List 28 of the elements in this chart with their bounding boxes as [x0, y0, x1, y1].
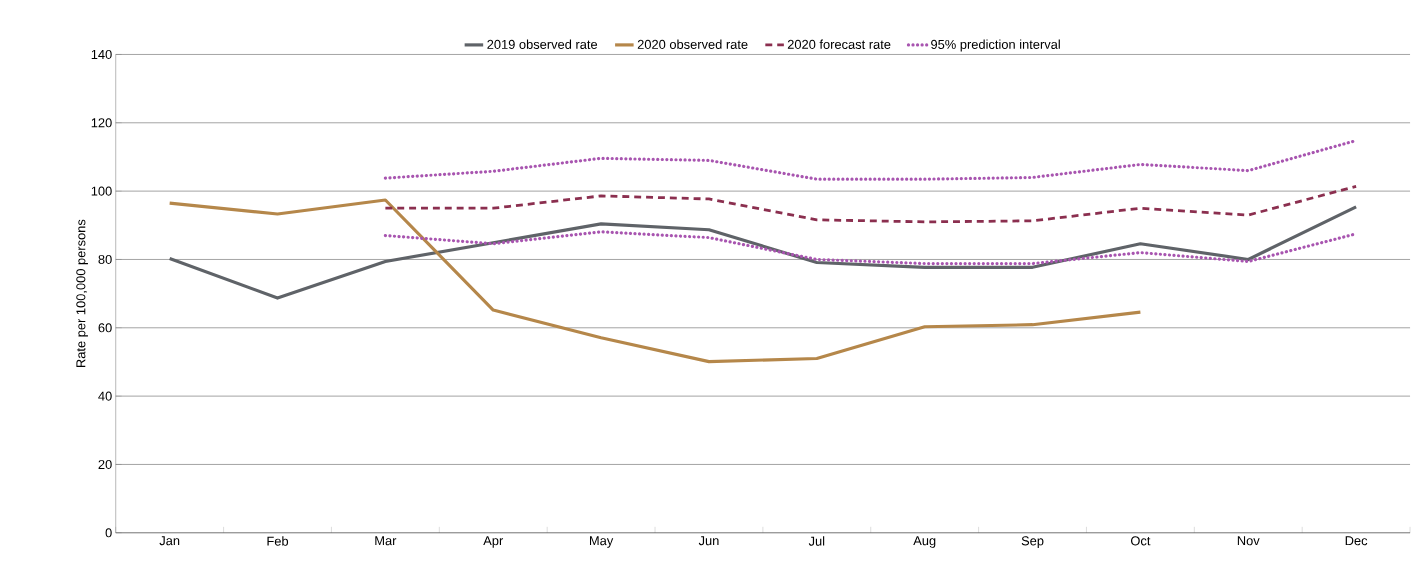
x-tick-label: Feb — [267, 536, 289, 546]
legend-label: 2020 forecast rate — [787, 39, 891, 49]
y-tick-label: 60 — [98, 323, 112, 333]
y-tick-label: 40 — [98, 391, 112, 401]
x-tick-label: Mar — [375, 536, 397, 546]
x-tick-label: Jun — [698, 536, 719, 546]
x-tick-label: Nov — [1237, 536, 1260, 546]
legend-label: 2019 observed rate — [487, 39, 598, 49]
x-tick-label: Jan — [159, 536, 180, 546]
y-tick-label: 20 — [98, 459, 112, 469]
x-tick-label: Apr — [483, 536, 504, 548]
legend-label: 95% prediction interval — [931, 39, 1060, 52]
y-tick-label: 0 — [105, 528, 112, 538]
line-series — [168, 198, 1142, 364]
line-series — [168, 205, 1358, 300]
legend-label: 2020 observed rate — [637, 39, 748, 49]
y-tick-label: 140 — [91, 49, 112, 59]
x-tick-label: Jul — [808, 536, 825, 546]
y-tick-label: 100 — [91, 186, 112, 196]
x-tick-label: May — [589, 536, 614, 548]
x-tick-label: Aug — [913, 536, 936, 548]
y-tick-label: 120 — [91, 118, 112, 128]
line-series — [383, 184, 1358, 224]
x-tick-label: Sep — [1021, 536, 1044, 548]
x-tick-label: Oct — [1130, 536, 1151, 546]
y-axis-title: Rate per 100,000 persons — [76, 219, 88, 367]
x-tick-label: Dec — [1345, 536, 1368, 546]
y-tick-label: 80 — [98, 254, 112, 264]
